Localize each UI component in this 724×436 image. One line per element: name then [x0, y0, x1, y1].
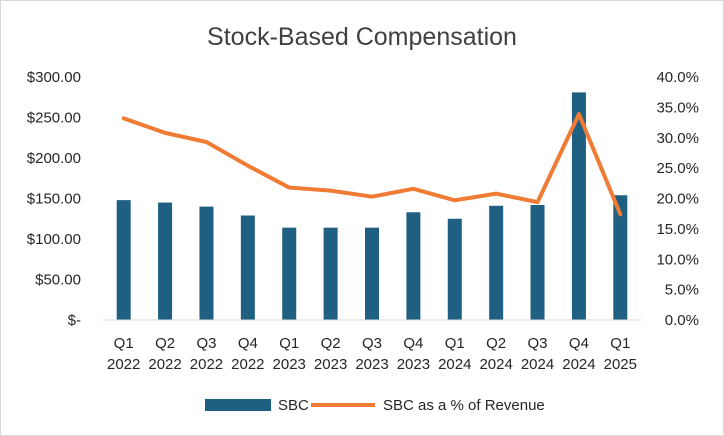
right-axis-tick-label: 5.0%: [665, 282, 699, 299]
legend: SBC SBC as a % of Revenue: [205, 397, 545, 414]
x-tick-label-year: 2024: [521, 356, 554, 373]
sbc-percent-line-layer: [121, 112, 623, 217]
right-axis-tick-label: 15.0%: [656, 221, 699, 238]
x-tick-label-year: 2022: [231, 356, 264, 373]
x-tick-label-year: 2024: [479, 356, 512, 373]
sbc-bar: [158, 202, 173, 320]
legend-sbc-label: SBC: [278, 397, 309, 414]
sbc-bar: [530, 204, 545, 320]
x-tick-label-year: 2023: [273, 356, 306, 373]
x-tick-label-year: 2023: [355, 356, 388, 373]
right-axis-tick-label: 10.0%: [656, 251, 699, 268]
sbc-bar: [613, 195, 628, 320]
x-tick-label-quarter: Q1: [279, 335, 299, 352]
x-tick-label-quarter: Q1: [114, 335, 134, 352]
x-axis: Q1 2022 Q2 2022 Q3 2022 Q4 2022 Q1 2023 Q2 2023 Q3 20…: [103, 319, 641, 373]
x-tick-label-quarter: Q2: [321, 335, 341, 352]
x-tick-label-year: 2024: [562, 356, 595, 373]
sbc-bar: [323, 227, 338, 320]
chart-title: Stock-Based Compensation: [207, 23, 517, 51]
sbc-bar: [365, 227, 379, 320]
left-axis-tick-label: $300.00: [27, 69, 81, 86]
sbc-bar: [282, 227, 297, 320]
sbc-bar: [240, 215, 255, 320]
x-tick-label-year: 2022: [107, 356, 140, 373]
sbc-bar: [571, 92, 586, 320]
sbc-percent-line: [121, 112, 623, 217]
left-axis-tick-label: $150.00: [27, 191, 81, 208]
x-tick-label-quarter: Q1: [445, 335, 465, 352]
left-axis-tick-label: $-: [68, 312, 81, 329]
sbc-bar: [116, 200, 131, 320]
sbc-bar: [447, 218, 462, 320]
left-axis-tick-label: $100.00: [27, 231, 81, 248]
sbc-bar: [199, 206, 214, 320]
sbc-bar: [406, 212, 421, 320]
legend-sbc-swatch: [205, 399, 271, 411]
right-axis-tick-label: 35.0%: [656, 99, 699, 116]
left-axis-tick-label: $50.00: [35, 272, 81, 289]
x-tick-label-quarter: Q4: [403, 335, 423, 352]
sbc-bars: [116, 92, 628, 320]
x-tick-label-quarter: Q1: [610, 335, 630, 352]
sbc-bar: [489, 205, 504, 320]
x-tick-label-quarter: Q2: [155, 335, 175, 352]
x-tick-label-year: 2024: [438, 356, 471, 373]
right-axis: 0.0% 5.0% 10.0% 15.0% 20.0% 25.0% 30.0% 35.0% 40…: [656, 69, 699, 329]
x-tick-label-quarter: Q3: [362, 335, 382, 352]
right-axis-tick-label: 20.0%: [656, 191, 699, 208]
legend-percent-label: SBC as a % of Revenue: [383, 397, 545, 414]
right-axis-tick-label: 40.0%: [656, 69, 699, 86]
x-tick-label-year: 2023: [397, 356, 430, 373]
x-tick-label-year: 2025: [604, 356, 637, 373]
x-tick-label-year: 2022: [190, 356, 223, 373]
x-tick-label-quarter: Q4: [569, 335, 589, 352]
x-tick-label-year: 2022: [148, 356, 181, 373]
left-axis-tick-label: $250.00: [27, 110, 81, 127]
x-tick-label-year: 2023: [314, 356, 347, 373]
right-axis-tick-label: 25.0%: [656, 160, 699, 177]
x-tick-label-quarter: Q3: [528, 335, 548, 352]
right-axis-tick-label: 0.0%: [665, 312, 699, 329]
left-axis-tick-label: $200.00: [27, 150, 81, 167]
left-axis: $- $50.00 $100.00 $150.00 $200.00 $250.00 $300…: [27, 69, 81, 329]
x-tick-label-quarter: Q2: [486, 335, 506, 352]
x-tick-label-quarter: Q4: [238, 335, 258, 352]
x-tick-label-quarter: Q3: [196, 335, 216, 352]
right-axis-tick-label: 30.0%: [656, 130, 699, 147]
